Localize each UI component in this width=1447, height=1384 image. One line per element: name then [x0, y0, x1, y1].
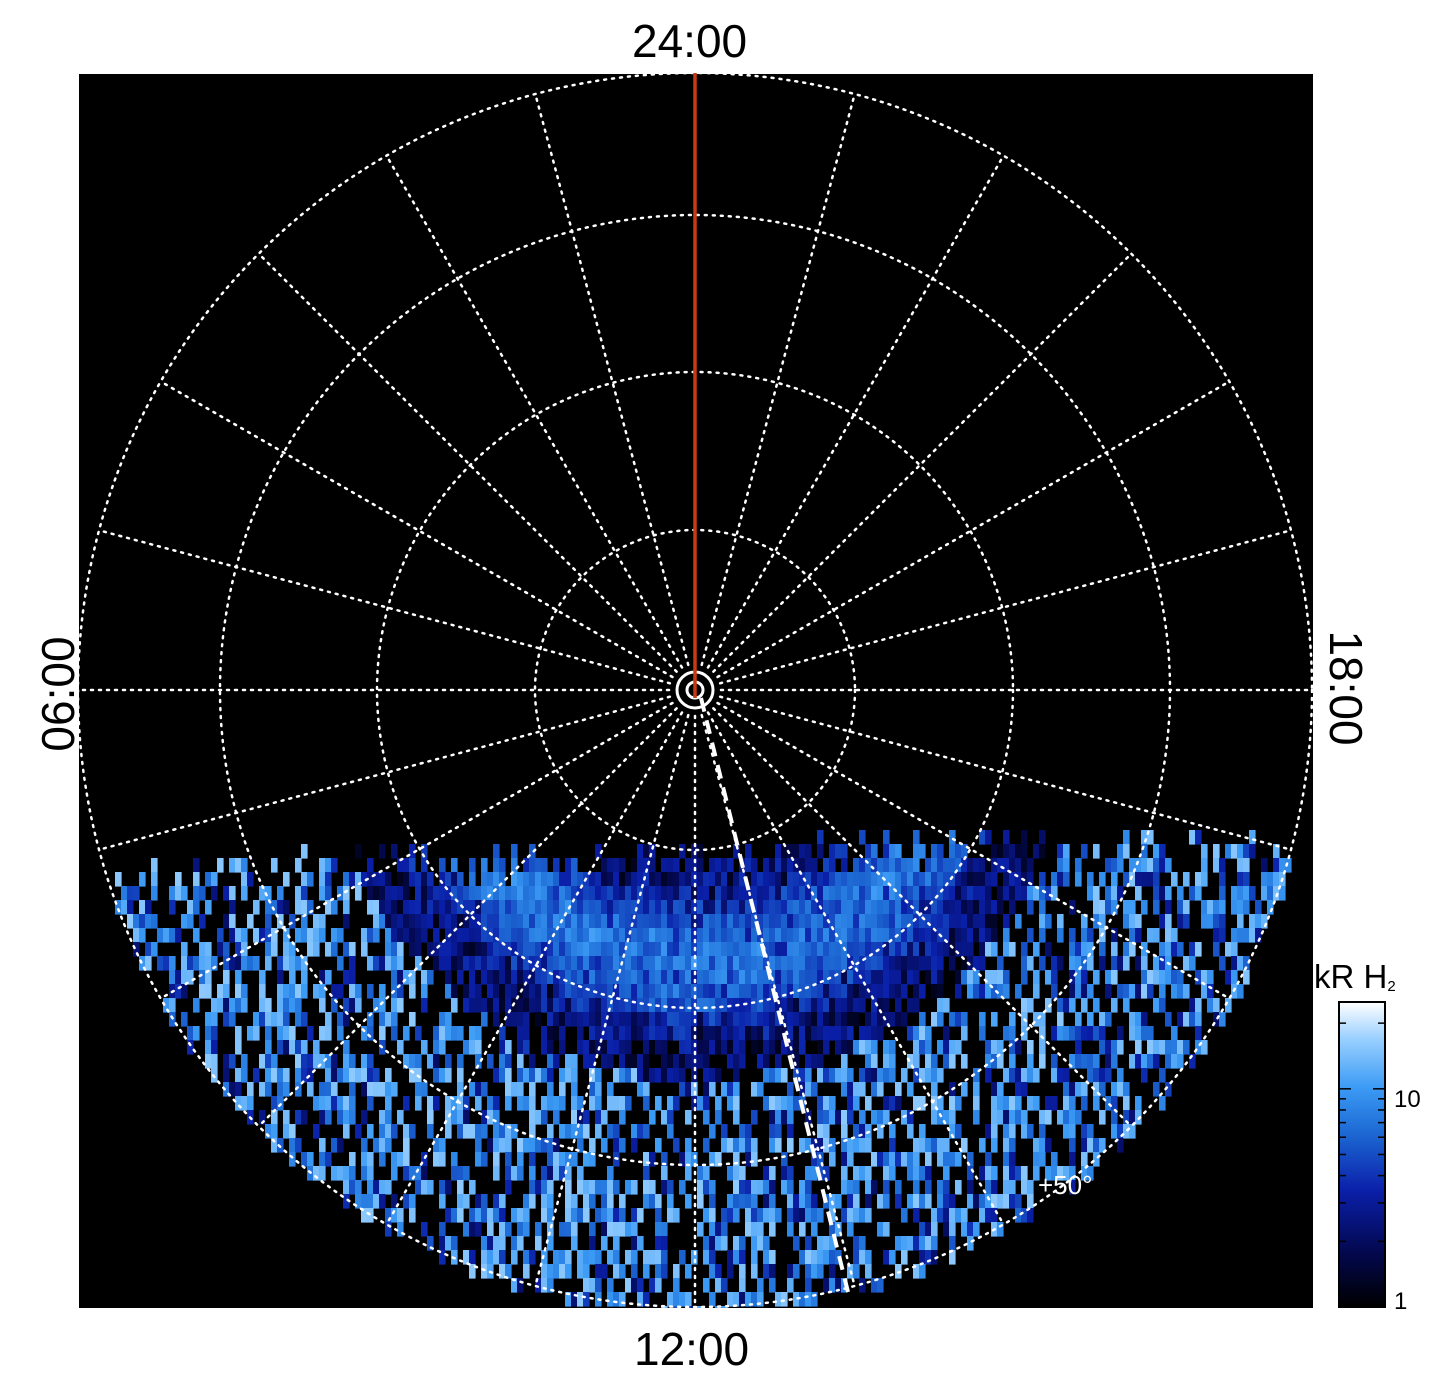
colorbar-tick-label: 1 [1394, 1288, 1408, 1315]
colorbar-minor-ticks [1339, 1022, 1385, 1308]
colorbar-unit-subscript: 2 [1387, 978, 1396, 995]
local-time-label-top: 24:00 [632, 15, 748, 67]
local-time-label-left: 06:00 [32, 636, 84, 752]
latitude-grid-label: +50° [1038, 1170, 1093, 1200]
colorbar-gradient [1338, 1001, 1386, 1308]
colorbar-tick-label: 10 [1394, 1086, 1421, 1113]
colorbar-unit-main: kR H [1314, 958, 1388, 995]
colorbar-unit-label: kR H2 [1314, 958, 1396, 996]
colorbar [1338, 1001, 1386, 1308]
annotation-lines [693, 73, 850, 1293]
local-time-label-right: 18:00 [1320, 630, 1372, 746]
local-time-label-bottom: 12:00 [634, 1323, 750, 1375]
